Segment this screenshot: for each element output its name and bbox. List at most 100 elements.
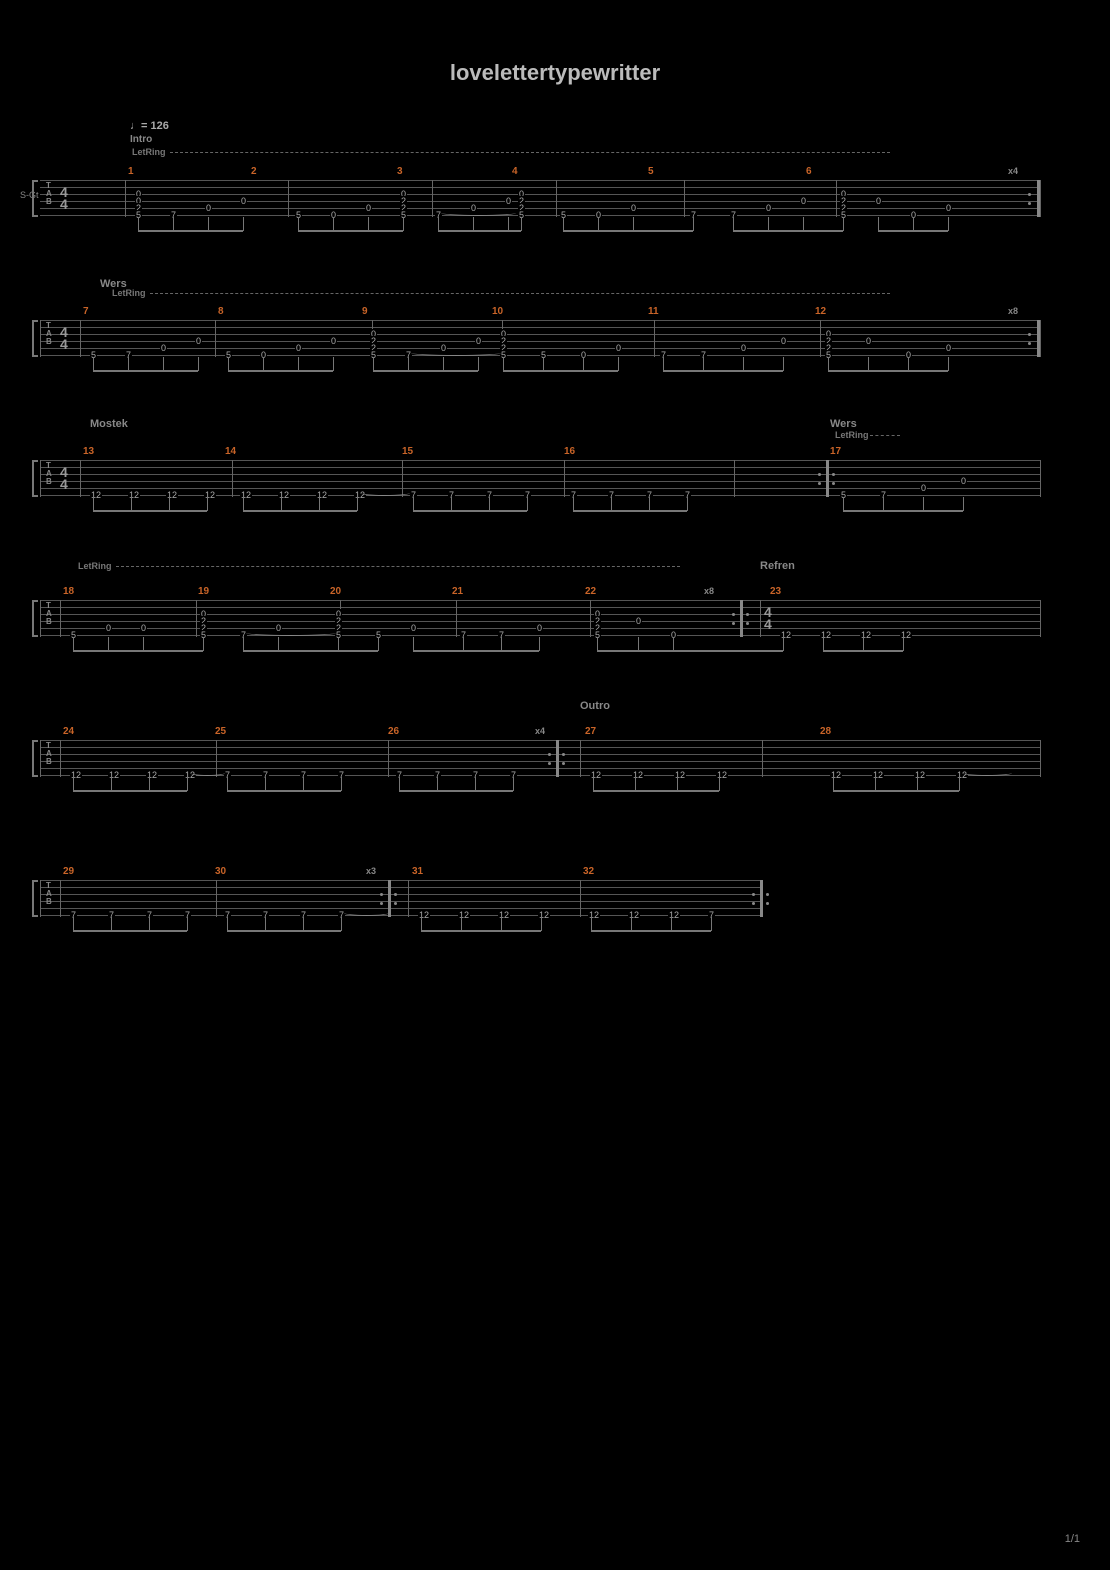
note-stem [583, 357, 584, 371]
tab-staff: TAB441314151617 [40, 460, 1040, 497]
repeat-count: x3 [366, 866, 376, 876]
note-stem [828, 357, 829, 371]
note-stem [923, 497, 924, 511]
bar-number: 15 [402, 446, 413, 457]
page-number: 1/1 [1065, 1533, 1080, 1545]
note-stem [303, 777, 304, 791]
note-stem [408, 357, 409, 371]
note-stem [671, 917, 672, 931]
note-stem [438, 217, 439, 231]
note-stem [618, 357, 619, 371]
tab-staff: TAB44123456x4 [40, 180, 1040, 217]
fret-number: 0 [865, 336, 872, 346]
note-stem [878, 217, 879, 231]
note-stem [73, 777, 74, 791]
tie [441, 210, 516, 216]
repeat-count: x4 [535, 726, 545, 736]
bar-number: 7 [83, 306, 89, 317]
note-stem [917, 777, 918, 791]
bar-number: 5 [648, 166, 654, 177]
section-label: Mostek [90, 418, 128, 430]
bar-number: 3 [397, 166, 403, 177]
note-stem [733, 217, 734, 231]
note-stem [563, 217, 564, 231]
note-stem [143, 637, 144, 651]
beam [663, 370, 783, 372]
bar-number: 23 [770, 586, 781, 597]
note-stem [265, 917, 266, 931]
bar-number: 28 [820, 726, 831, 737]
bar-number: 11 [648, 306, 659, 317]
system-bracket [32, 880, 38, 917]
time-signature: 44 [60, 326, 68, 350]
bar-number: 27 [585, 726, 596, 737]
note-stem [368, 217, 369, 231]
fret-number: 0 [780, 336, 787, 346]
note-stem [341, 917, 342, 931]
fret-number: 12 [278, 490, 290, 500]
note-stem [265, 777, 266, 791]
note-stem [131, 497, 132, 511]
beam [227, 790, 341, 792]
section-label: Outro [580, 700, 610, 712]
bar-number: 12 [815, 306, 826, 317]
fret-number: 12 [90, 490, 102, 500]
system-bracket [32, 600, 38, 637]
note-stem [521, 217, 522, 231]
note-stem [719, 777, 720, 791]
beam [228, 370, 333, 372]
note-stem [591, 917, 592, 931]
note-stem [149, 777, 150, 791]
fret-number: 0 [615, 343, 622, 353]
fret-number: 12 [900, 630, 912, 640]
fret-number: 0 [195, 336, 202, 346]
fret-number: 12 [628, 910, 640, 920]
note-stem [883, 497, 884, 511]
fret-number: 0 [505, 196, 512, 206]
note-stem [341, 777, 342, 791]
bar-number: 30 [215, 866, 226, 877]
fret-number: 12 [128, 490, 140, 500]
fret-number: 12 [498, 910, 510, 920]
note-stem [908, 357, 909, 371]
fret-number: 0 [160, 343, 167, 353]
note-stem [451, 497, 452, 511]
fret-number: 0 [140, 623, 147, 633]
note-stem [421, 917, 422, 931]
note-stem [863, 637, 864, 651]
beam [73, 790, 187, 792]
section-label: Refren [760, 560, 795, 572]
note-stem [73, 917, 74, 931]
note-stem [149, 917, 150, 931]
bar-number: 14 [225, 446, 236, 457]
time-signature: 44 [764, 606, 772, 630]
fret-number: 0 [240, 196, 247, 206]
system-bracket [32, 460, 38, 497]
note-stem [823, 637, 824, 651]
beam [878, 230, 948, 232]
note-stem [959, 777, 960, 791]
let-ring-label: LetRing [78, 561, 112, 571]
fret-number: 0 [365, 203, 372, 213]
note-stem [227, 777, 228, 791]
bar-number: 25 [215, 726, 226, 737]
note-stem [903, 637, 904, 651]
note-stem [281, 497, 282, 511]
note-stem [803, 217, 804, 231]
fret-number: 12 [240, 490, 252, 500]
note-stem [138, 217, 139, 231]
fret-number: 12 [860, 630, 872, 640]
tie [190, 770, 225, 776]
note-stem [501, 917, 502, 931]
beam [823, 650, 903, 652]
tab-clef: TAB [46, 182, 52, 206]
note-stem [403, 217, 404, 231]
fret-number: 0 [295, 343, 302, 353]
beam [593, 790, 719, 792]
note-stem [413, 497, 414, 511]
fret-number: 0 [945, 203, 952, 213]
bar-number: 2 [251, 166, 257, 177]
note-stem [128, 357, 129, 371]
note-stem [539, 637, 540, 651]
bar-number: 18 [63, 586, 74, 597]
